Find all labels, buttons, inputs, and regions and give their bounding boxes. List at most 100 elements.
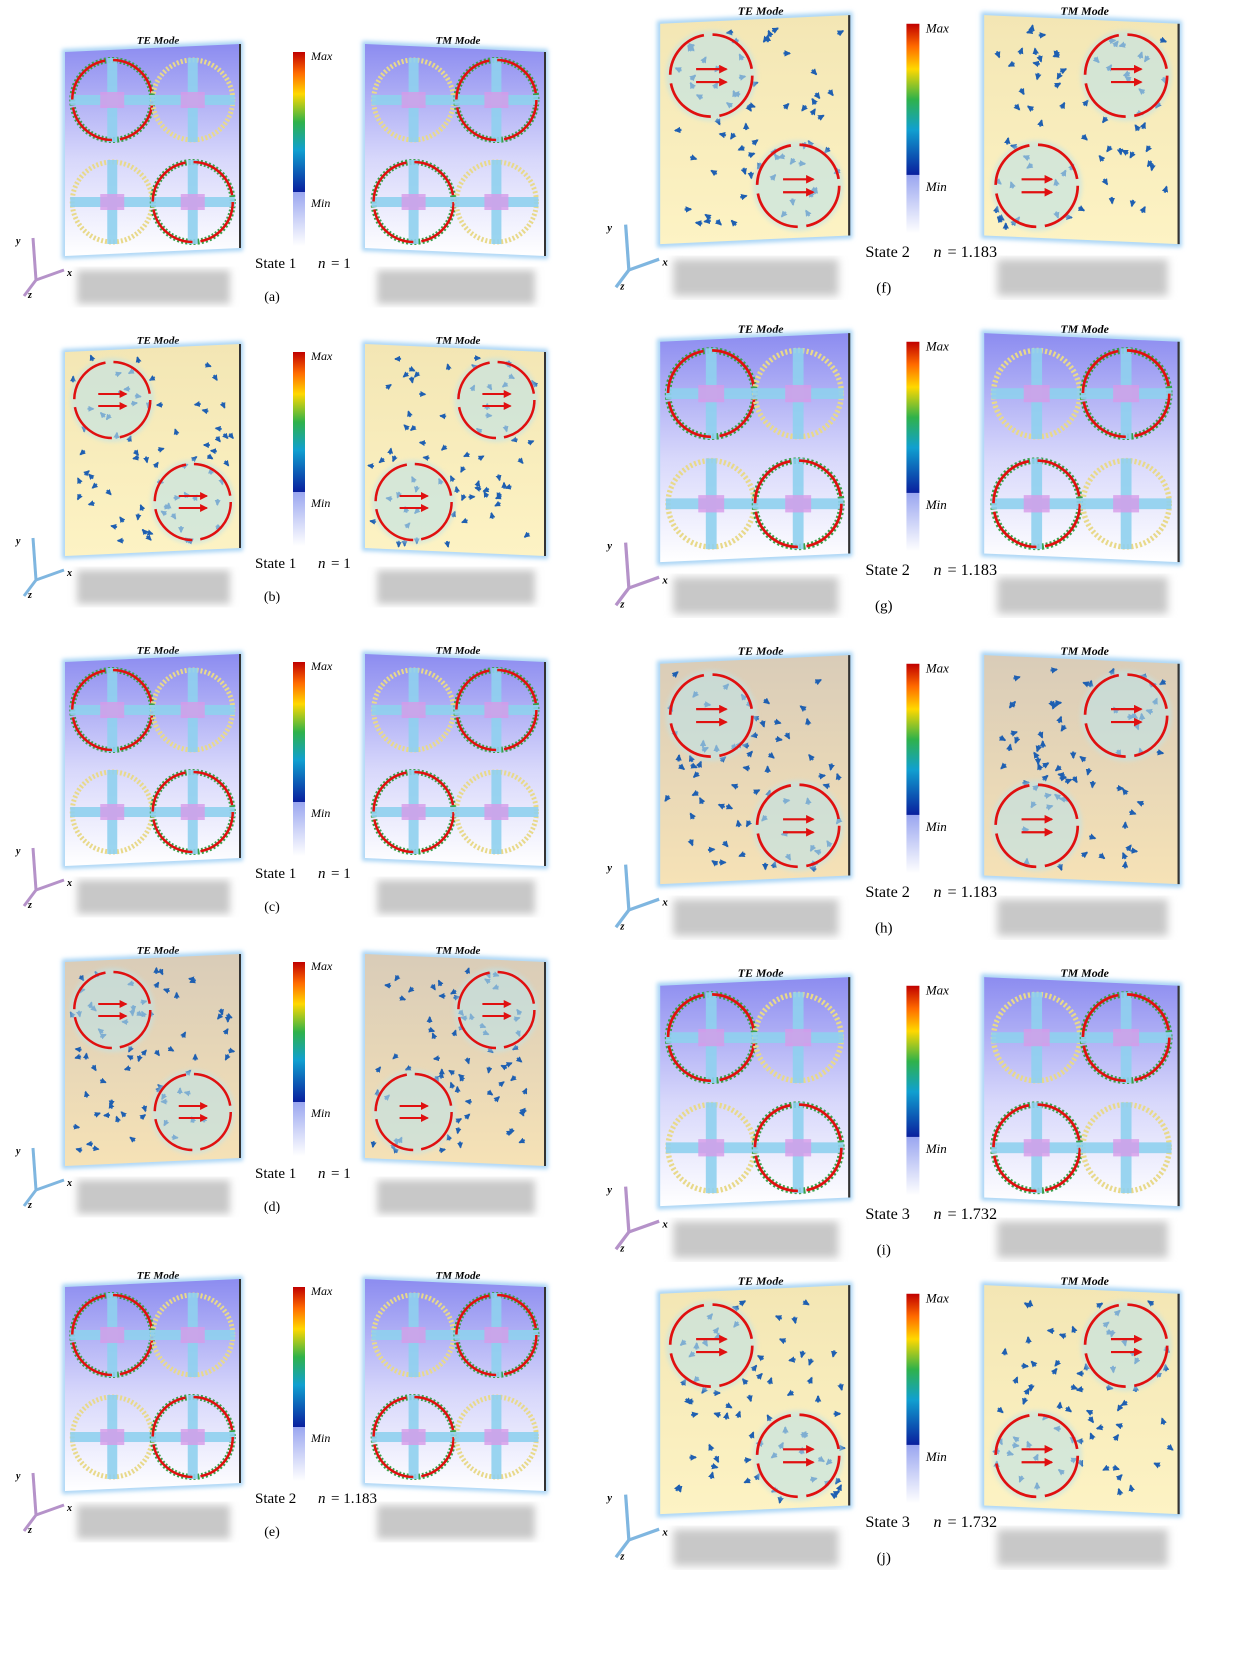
cross-pad xyxy=(181,92,205,108)
axis-y-label: y xyxy=(605,1492,612,1504)
field-arrow xyxy=(819,775,825,776)
cross-pad xyxy=(1113,385,1139,402)
axis-y-label: y xyxy=(15,236,21,247)
field-arrow xyxy=(1037,73,1038,79)
field-arrow xyxy=(1035,48,1036,54)
n-value: = 1.732 xyxy=(947,1513,997,1531)
cross-pad xyxy=(1113,495,1139,512)
n-value: = 1.183 xyxy=(947,883,997,901)
field-arrow xyxy=(1051,669,1057,670)
field-arrow xyxy=(1157,752,1163,753)
axis-x-label: x xyxy=(66,878,72,889)
panel-label: (d) xyxy=(264,1200,281,1215)
axis-y xyxy=(33,238,36,280)
plate-shadow xyxy=(77,1505,230,1539)
cross-pad xyxy=(100,1429,124,1445)
field-glow xyxy=(753,140,844,231)
n-symbol: n xyxy=(318,1491,326,1507)
max-label: Max xyxy=(310,959,333,973)
plate-face xyxy=(984,333,1178,562)
state-label: State 1 xyxy=(255,556,296,572)
field-arrow xyxy=(1088,768,1090,774)
axis-y-label: y xyxy=(15,536,21,547)
field-arrow xyxy=(1131,851,1137,852)
colorbar xyxy=(906,1294,919,1445)
field-arrow xyxy=(93,1148,99,1149)
field-arrow xyxy=(1058,774,1064,775)
axis-y xyxy=(626,543,629,588)
plate xyxy=(984,977,1178,1258)
field-arrow xyxy=(1132,200,1133,206)
cross-pad xyxy=(181,804,205,820)
field-glow xyxy=(1081,30,1172,121)
field-arrow xyxy=(691,1414,697,1415)
field-glow xyxy=(991,140,1082,231)
axis-x xyxy=(629,899,659,910)
field-arrow xyxy=(726,1413,727,1419)
colorbar-low xyxy=(906,1445,919,1503)
n-symbol: n xyxy=(933,243,941,261)
field-arrow xyxy=(370,521,376,522)
plate-shadow xyxy=(673,577,838,614)
n-value: = 1 xyxy=(331,556,351,572)
plate-shadow xyxy=(77,270,230,304)
max-label: Max xyxy=(925,660,949,675)
plate-shadow xyxy=(997,577,1168,614)
field-arrow xyxy=(802,1351,803,1357)
cross-pad xyxy=(698,1139,724,1156)
colorbar-low xyxy=(293,1102,305,1156)
field-glow xyxy=(666,30,757,121)
field-arrow xyxy=(720,134,726,135)
colorbar xyxy=(293,662,305,802)
field-arrow xyxy=(211,451,217,452)
state-label: State 1 xyxy=(255,256,296,272)
field-arrow xyxy=(743,767,749,768)
plate-face xyxy=(365,44,545,256)
colorbar-low xyxy=(906,175,919,233)
field-glow xyxy=(753,1410,844,1501)
field-glow xyxy=(666,670,757,761)
panel: TE ModeTM ModeMaxMinState 3n= 1.732(j)yx… xyxy=(605,1274,1178,1567)
field-arrow xyxy=(373,1141,374,1147)
field-arrow xyxy=(708,849,714,850)
cross-pad xyxy=(402,194,426,210)
state-label: State 1 xyxy=(255,1166,296,1182)
field-arrow xyxy=(1120,148,1121,154)
field-arrow xyxy=(1055,703,1061,704)
min-label: Min xyxy=(925,497,947,512)
field-arrow xyxy=(390,448,391,454)
field-arrow xyxy=(1031,1384,1032,1390)
field-arrow xyxy=(203,410,209,411)
axis-y-label: y xyxy=(605,1184,612,1196)
min-label: Min xyxy=(310,1106,330,1120)
plate-shadow xyxy=(377,1180,535,1214)
n-symbol: n xyxy=(318,866,326,882)
cross-pad xyxy=(402,1327,426,1343)
field-arrow xyxy=(491,513,492,519)
axis-x-label: x xyxy=(661,575,668,587)
cross-pad xyxy=(785,1139,811,1156)
panel-label: (a) xyxy=(264,290,280,305)
axis-y xyxy=(33,1148,36,1190)
cross-pad xyxy=(181,1327,205,1343)
cross-pad xyxy=(402,702,426,718)
cross-pad xyxy=(100,92,124,108)
plate xyxy=(65,344,240,604)
field-glow xyxy=(991,1410,1082,1501)
field-arrow xyxy=(111,1100,112,1106)
field-arrow xyxy=(460,1142,461,1148)
colorbar xyxy=(293,1287,305,1427)
colorbar-low xyxy=(293,1427,305,1481)
n-value: = 1 xyxy=(331,256,351,272)
field-arrow xyxy=(1125,862,1126,868)
panel: TE ModeTM ModeMaxMinState 3n= 1.732(i)yx… xyxy=(605,966,1178,1259)
panel-label: (b) xyxy=(264,590,281,605)
field-arrow xyxy=(1004,1349,1005,1355)
plate-face xyxy=(65,44,240,256)
max-label: Max xyxy=(925,982,949,997)
field-arrow xyxy=(138,514,139,520)
plate-shadow xyxy=(997,1529,1168,1566)
field-arrow xyxy=(751,735,757,736)
axis-x xyxy=(36,570,64,580)
